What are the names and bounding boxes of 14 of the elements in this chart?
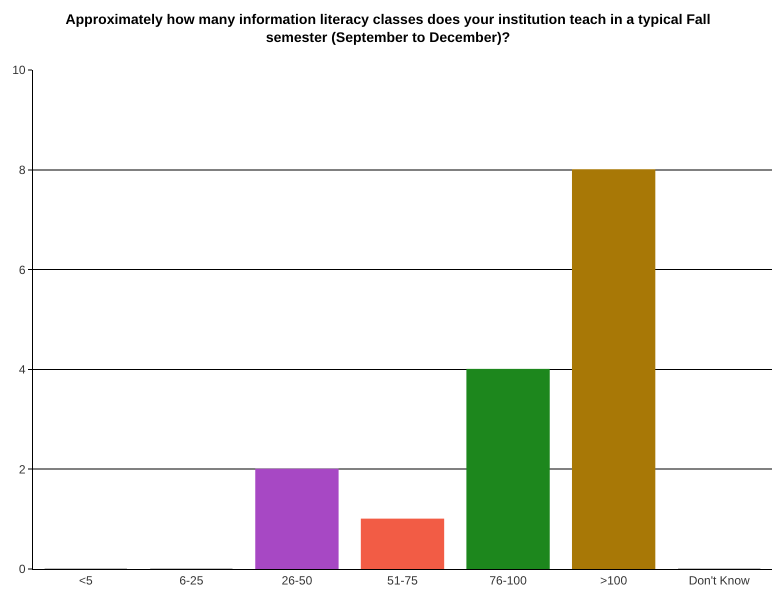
y-tick-label: 6 [18,262,26,277]
x-tick-label: 51-75 [387,573,418,588]
chart-title: Approximately how many information literacy classes does your institution teach in a typical Fall semester (September to December)? [66,10,710,45]
x-tick-label: 26-50 [282,573,313,588]
x-tick-label: 76-100 [489,573,528,588]
y-tick-label: 2 [18,462,26,476]
x-tick-label: <5 [78,573,93,588]
x-tick-label: 6-25 [179,573,204,588]
x-tick-label: Don't Know [688,573,750,588]
y-tick-label: 10 [12,63,26,78]
y-tick-label: 8 [18,163,26,177]
y-tick-label: 0 [18,562,26,576]
x-tick-label: >100 [600,573,628,588]
y-tick-label: 4 [18,362,26,377]
